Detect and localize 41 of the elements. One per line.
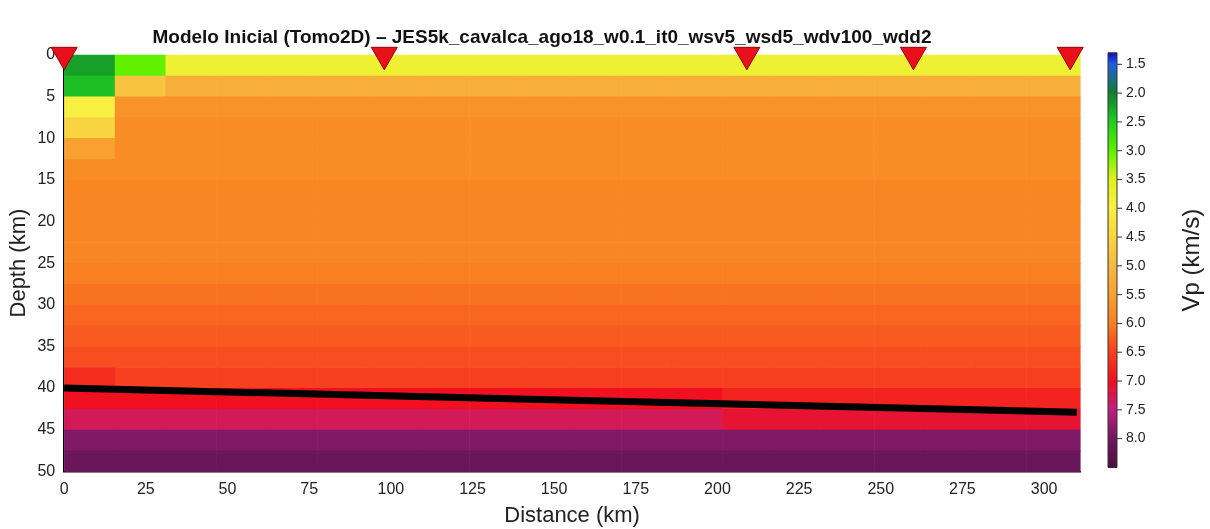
x-tick-label: 300 xyxy=(1030,480,1058,498)
y-tick-label: 45 xyxy=(37,420,56,438)
color-bar-label: 7.5 xyxy=(1126,400,1146,417)
color-bar-label: 2.0 xyxy=(1126,83,1146,100)
x-tick-label: 275 xyxy=(949,480,976,498)
x-tick-label: 50 xyxy=(218,480,237,498)
y-tick-label: 50 xyxy=(37,461,56,479)
color-bar-label: 3.0 xyxy=(1126,141,1146,158)
color-bar-label: 6.0 xyxy=(1126,314,1146,331)
color-bar-title: Vp (km/s) xyxy=(1176,208,1204,312)
color-bar-label: 4.5 xyxy=(1126,227,1146,244)
y-tick-label: 15 xyxy=(37,170,56,188)
x-tick-label: 75 xyxy=(300,480,319,498)
x-tick-label: 175 xyxy=(622,480,650,498)
y-tick-label: 30 xyxy=(37,295,56,313)
x-tick-label: 150 xyxy=(540,480,568,498)
y-tick-label: 25 xyxy=(37,253,56,271)
color-bar-label: 5.0 xyxy=(1126,256,1146,273)
color-bar-label: 6.5 xyxy=(1126,343,1146,360)
color-bar-label: 3.5 xyxy=(1126,170,1146,187)
x-tick-label: 125 xyxy=(459,480,486,498)
x-tick-label: 200 xyxy=(704,480,731,498)
y-tick-label: 20 xyxy=(37,211,56,229)
y-tick-label: 40 xyxy=(37,378,56,396)
y-tick-label: 5 xyxy=(46,86,56,104)
x-tick-label: 100 xyxy=(377,480,405,498)
x-tick-label: 0 xyxy=(59,480,69,498)
y-axis-title: Depth (km) xyxy=(5,208,31,318)
color-bar-label: 5.5 xyxy=(1126,285,1146,302)
color-bar-label: 7.0 xyxy=(1126,371,1146,388)
chart-title: Modelo Inicial (Tomo2D) – JES5k_cavalca_ago18_w0.1_it0_wsv5_wsd5_wdv100_wdd2 xyxy=(152,25,932,47)
color-bar-label: 2.5 xyxy=(1126,112,1146,129)
color-bar-label: 4.0 xyxy=(1126,199,1146,216)
color-bar-label: 1.5 xyxy=(1126,55,1146,72)
y-tick-label: 35 xyxy=(37,336,56,354)
x-tick-label: 250 xyxy=(867,480,895,498)
y-tick-label: 10 xyxy=(37,128,56,146)
x-tick-label: 25 xyxy=(136,480,155,498)
color-bar-label: 8.0 xyxy=(1126,429,1146,446)
x-axis-title: Distance (km) xyxy=(504,501,640,527)
x-tick-label: 225 xyxy=(785,480,813,498)
